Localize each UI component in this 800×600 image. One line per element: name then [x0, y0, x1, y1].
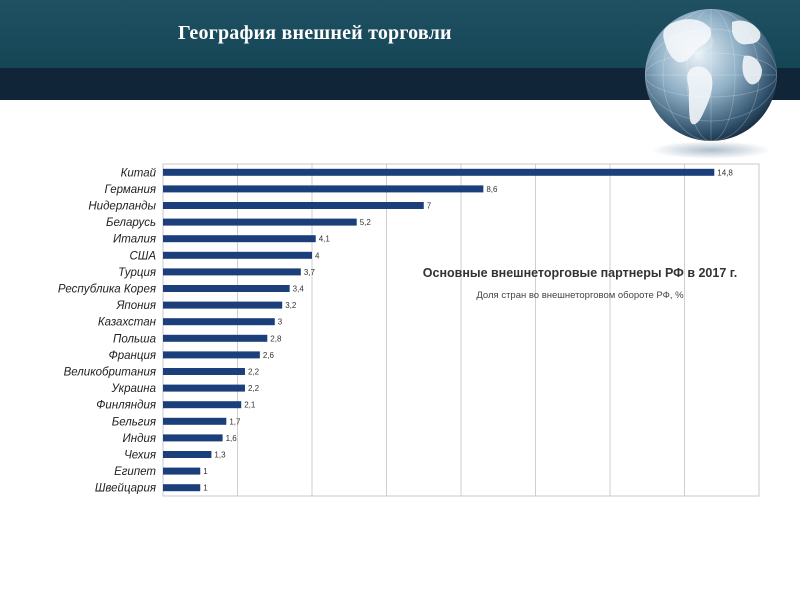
- value-label: 3,2: [285, 301, 297, 310]
- value-label: 5,2: [360, 218, 372, 227]
- bar: [163, 235, 316, 243]
- value-label: 3,7: [304, 268, 316, 277]
- category-label: Великобритания: [64, 367, 156, 379]
- bar: [163, 251, 312, 259]
- bar: [163, 218, 357, 226]
- bar: [163, 434, 223, 442]
- bar: [163, 268, 301, 276]
- value-label: 1,6: [226, 434, 238, 443]
- value-label: 2,1: [244, 401, 256, 410]
- category-label: Египет: [114, 466, 156, 478]
- plot-frame: [162, 163, 760, 497]
- value-label: 4: [315, 251, 320, 260]
- value-label: 1: [203, 484, 208, 493]
- value-label: 2,8: [270, 334, 282, 343]
- value-label: 7: [427, 202, 432, 211]
- category-label: Украина: [110, 383, 156, 395]
- category-label: Чехия: [124, 450, 156, 462]
- bar: [163, 168, 715, 176]
- category-label: Китай: [121, 167, 157, 179]
- category-label: США: [129, 250, 156, 262]
- bar: [163, 368, 245, 375]
- value-label: 3: [278, 318, 283, 327]
- bar: [163, 351, 260, 359]
- category-label: Индия: [123, 433, 156, 445]
- value-label: 2,2: [248, 384, 260, 393]
- category-label: Италия: [113, 234, 156, 246]
- category-label: Германия: [104, 184, 156, 196]
- category-label: Польша: [113, 333, 156, 345]
- value-label: 2,2: [248, 368, 260, 377]
- value-label: 2,6: [263, 351, 275, 360]
- bar: [163, 285, 290, 292]
- value-label: 4,1: [319, 235, 331, 244]
- category-label: Швейцария: [95, 483, 156, 495]
- bar: [163, 334, 268, 342]
- trade-partners-bar-chart: Китай Германия Нидерланды Беларусь Италия США…: [58, 163, 760, 497]
- value-label: 1: [203, 467, 208, 476]
- category-label: Нидерланды: [88, 201, 156, 213]
- value-label: 1,7: [229, 417, 241, 426]
- bar: [163, 318, 275, 326]
- chart-bars: [163, 168, 715, 492]
- bar: [163, 451, 212, 458]
- bar: [163, 202, 424, 209]
- bar: [163, 417, 227, 425]
- category-labels: Китай Германия Нидерланды Беларусь Италия США…: [58, 167, 157, 494]
- value-labels: 14,88,675,24,143,73,43,232,82,62,22,22,1…: [203, 168, 733, 492]
- category-label: Бельгия: [112, 416, 156, 428]
- chart-subtitle: Доля стран во внешнеторговом обороте РФ,…: [476, 290, 684, 301]
- category-label: Беларусь: [106, 217, 156, 229]
- category-label: Франция: [109, 350, 156, 362]
- bar: [163, 484, 201, 492]
- chart-title: Основные внешнеторговые партнеры РФ в 20…: [423, 266, 737, 280]
- category-label: Япония: [116, 300, 156, 312]
- value-label: 14,8: [717, 168, 733, 177]
- globe-icon: [645, 9, 777, 159]
- category-label: Финляндия: [96, 400, 156, 412]
- category-label: Турция: [118, 267, 156, 279]
- chart-gridlines: [237, 164, 685, 496]
- category-label: Республика Корея: [58, 284, 156, 296]
- category-label: Казахстан: [98, 317, 157, 329]
- bar: [163, 301, 283, 309]
- value-label: 3,4: [293, 285, 305, 294]
- bar: [163, 384, 245, 392]
- value-label: 1,3: [214, 451, 226, 460]
- value-label: 8,6: [486, 185, 498, 194]
- slide-title: География внешней торговли: [178, 22, 452, 44]
- bar: [163, 401, 242, 409]
- bar: [163, 185, 484, 193]
- bar: [163, 467, 201, 475]
